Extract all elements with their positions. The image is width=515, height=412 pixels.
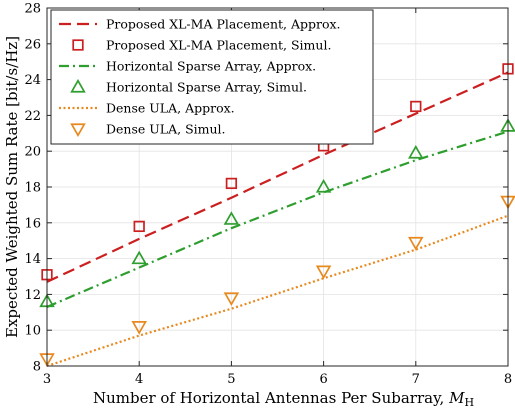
- legend-box: [50, 9, 374, 145]
- data-point: [133, 220, 145, 233]
- legend-label: Horizontal Sparse Array, Approx.: [106, 59, 316, 74]
- x-tick-label: 5: [227, 372, 235, 387]
- y-tick-label: 24: [24, 73, 41, 88]
- data-point: [131, 321, 147, 335]
- series-layer: [39, 63, 515, 368]
- y-tick-label: 28: [24, 2, 41, 17]
- y-tick-label: 14: [24, 252, 41, 267]
- legend-label: Dense ULA, Simul.: [106, 122, 226, 137]
- x-tick-label: 7: [412, 372, 420, 387]
- series-3: [46, 130, 509, 308]
- series-1: [46, 71, 509, 283]
- y-tick-label: 12: [24, 288, 41, 303]
- legend-item: Dense ULA, Simul.: [70, 122, 226, 138]
- y-tick-label: 8: [33, 360, 41, 375]
- y-tick-label: 10: [24, 324, 41, 339]
- y-axis-label: Expected Weighted Sum Rate [bit/s/Hz]: [3, 36, 21, 338]
- y-tick-label: 16: [24, 216, 41, 231]
- x-tick-label: 6: [319, 372, 327, 387]
- y-tick-label: 20: [24, 145, 41, 160]
- legend-marker: [70, 78, 86, 93]
- data-point: [223, 292, 240, 306]
- y-tick-label: 26: [24, 37, 41, 52]
- legend-marker: [70, 123, 86, 138]
- data-point: [408, 236, 424, 251]
- legend-item: Horizontal Sparse Array, Approx.: [59, 59, 316, 74]
- legend-item: Proposed XL-MA Placement, Simul.: [72, 38, 331, 53]
- data-point: [223, 211, 240, 225]
- x-tick-label: 3: [43, 372, 51, 387]
- legend-item: Horizontal Sparse Array, Simul.: [70, 78, 307, 95]
- legend-label: Dense ULA, Approx.: [106, 101, 235, 116]
- y-tick-label: 18: [24, 181, 41, 196]
- series-line: [46, 71, 509, 283]
- data-point: [225, 177, 238, 190]
- y-tick-label: 22: [24, 109, 41, 124]
- x-axis-label: Number of Horizontal Antennas Per Subarr…: [93, 389, 474, 409]
- series-line: [46, 130, 509, 308]
- legend-item: Proposed XL-MA Placement, Approx.: [59, 17, 341, 32]
- legend-marker: [72, 39, 84, 51]
- data-point: [408, 144, 424, 159]
- legend-label: Proposed XL-MA Placement, Approx.: [106, 17, 341, 32]
- x-tick-label: 4: [135, 372, 143, 387]
- legend-item: Dense ULA, Approx.: [59, 101, 235, 116]
- legend-label: Proposed XL-MA Placement, Simul.: [106, 38, 331, 53]
- data-point: [315, 178, 332, 193]
- legend-label: Horizontal Sparse Array, Simul.: [106, 80, 307, 95]
- tick-labels: 3 4 5 6 7 8 8 10 12 14 16 18 20 22 24 26 28: [24, 2, 512, 388]
- data-point: [315, 265, 332, 280]
- data-point: [410, 100, 422, 113]
- legend: Proposed XL-MA Placement, Approx. Propose…: [50, 9, 374, 145]
- data-point: [131, 250, 147, 265]
- x-tick-label: 8: [504, 372, 512, 387]
